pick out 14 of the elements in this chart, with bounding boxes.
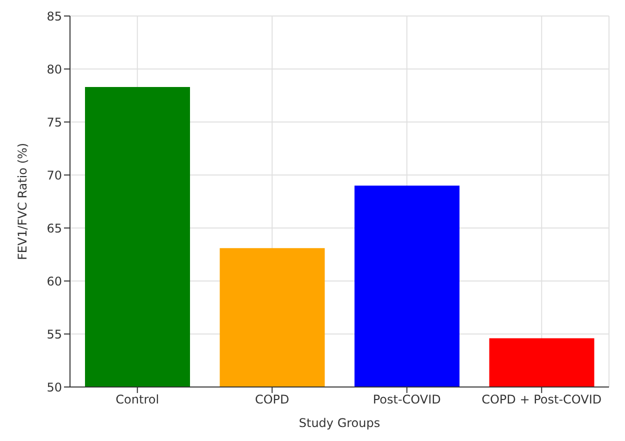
y-tick-label: 55 (46, 327, 62, 342)
x-tick-label: COPD + Post-COVID (482, 392, 602, 407)
y-tick-label: 75 (46, 115, 62, 130)
y-tick-label: 60 (46, 274, 62, 288)
x-axis-title: Study Groups (298, 416, 380, 430)
y-axis-title: FEV1/FVC Ratio (%) (15, 142, 30, 260)
y-tick-label: 50 (46, 380, 62, 394)
y-tick-label: 65 (46, 221, 62, 236)
x-tick-label: COPD (254, 392, 290, 407)
y-tick-label: 70 (46, 168, 62, 182)
x-tick-label: Post-COVID (372, 392, 441, 407)
x-tick-label: Control (116, 392, 160, 407)
y-tick-label: 85 (46, 9, 62, 24)
y-tick-label: 80 (46, 62, 62, 76)
